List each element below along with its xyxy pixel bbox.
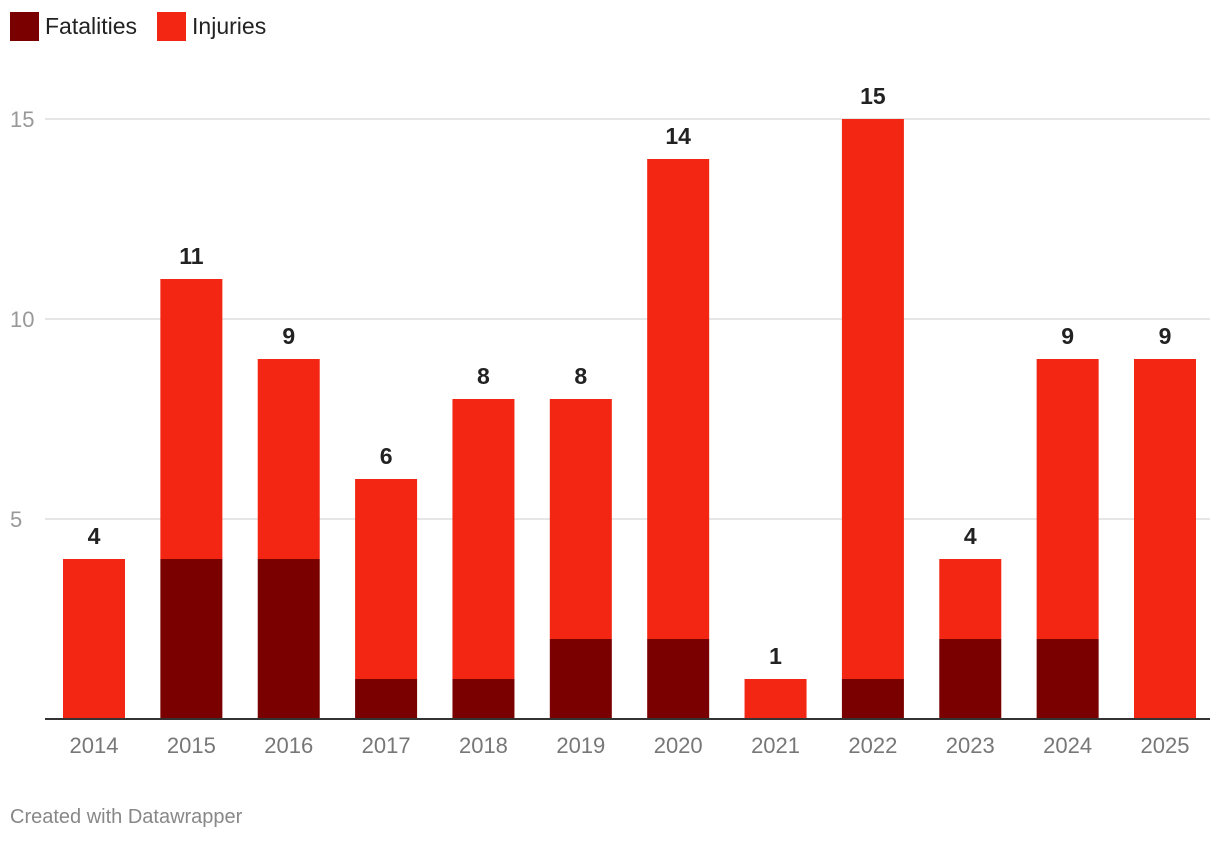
bar-injuries-2019 [549,399,612,639]
y-tick-label-10: 10 [10,307,34,332]
legend-item-fatalities: Fatalities [10,12,137,41]
bar-injuries-2023 [939,559,1002,639]
x-tick-label-2020: 2020 [654,733,703,758]
bar-fatalities-2019 [549,639,612,719]
data-label-2021: 1 [769,643,782,669]
y-tick-label-15: 15 [10,107,34,132]
x-tick-label-2014: 2014 [70,733,119,758]
data-label-2023: 4 [964,523,977,549]
data-label-2020: 14 [665,123,691,149]
bar-fatalities-2024 [1036,639,1099,719]
data-label-2025: 9 [1159,323,1172,349]
bar-injuries-2025 [1134,359,1196,719]
bar-injuries-2016 [257,359,320,559]
x-tick-label-2015: 2015 [167,733,216,758]
data-label-2017: 6 [380,443,393,469]
bar-injuries-2015 [160,279,223,559]
footer-credit: Created with Datawrapper [10,806,243,828]
bar-fatalities-2022 [841,679,904,719]
y-tick-label-5: 5 [10,507,22,532]
legend: Fatalities Injuries [10,12,286,41]
bar-injuries-2014 [63,559,125,719]
bar-fatalities-2018 [452,679,515,719]
x-tick-label-2018: 2018 [459,733,508,758]
data-label-2015: 11 [179,243,204,269]
bar-injuries-2022 [841,119,904,679]
bar-fatalities-2017 [355,679,418,719]
data-label-2018: 8 [477,363,490,389]
legend-swatch-injuries [157,12,187,41]
bar-fatalities-2020 [647,639,710,719]
bar-fatalities-2016 [257,559,320,719]
x-tick-label-2022: 2022 [848,733,897,758]
data-label-2022: 15 [860,83,886,109]
data-label-2016: 9 [282,323,295,349]
legend-swatch-fatalities [10,12,39,41]
x-tick-label-2016: 2016 [264,733,313,758]
bar-injuries-2021 [744,679,807,719]
bar-injuries-2017 [355,479,418,679]
x-tick-label-2017: 2017 [362,733,411,758]
x-tick-label-2023: 2023 [946,733,995,758]
data-label-2019: 8 [574,363,587,389]
bar-fatalities-2023 [939,639,1002,719]
legend-item-injuries: Injuries [157,12,266,41]
bar-injuries-2018 [452,399,515,679]
legend-label-fatalities: Fatalities [45,13,138,39]
data-label-2024: 9 [1061,323,1074,349]
bar-fatalities-2015 [160,559,223,719]
x-tick-label-2025: 2025 [1141,733,1190,758]
x-tick-label-2019: 2019 [556,733,605,758]
data-label-2014: 4 [88,523,101,549]
x-tick-label-2021: 2021 [751,733,800,758]
x-tick-label-2024: 2024 [1043,733,1092,758]
bar-injuries-2020 [647,159,710,639]
legend-label-injuries: Injuries [192,13,267,39]
bar-injuries-2024 [1036,359,1099,639]
